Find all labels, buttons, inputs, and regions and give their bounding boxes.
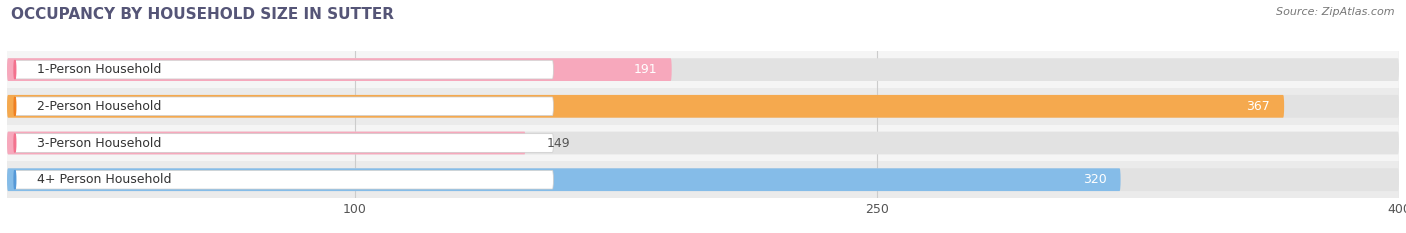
FancyBboxPatch shape (14, 134, 554, 152)
FancyBboxPatch shape (7, 58, 672, 81)
FancyBboxPatch shape (14, 97, 554, 116)
Text: 149: 149 (547, 137, 569, 150)
Text: Source: ZipAtlas.com: Source: ZipAtlas.com (1277, 7, 1395, 17)
FancyBboxPatch shape (7, 95, 1399, 118)
FancyBboxPatch shape (7, 58, 1399, 81)
Text: 3-Person Household: 3-Person Household (37, 137, 162, 150)
Circle shape (14, 60, 15, 79)
FancyBboxPatch shape (7, 168, 1121, 191)
Text: 367: 367 (1247, 100, 1270, 113)
FancyBboxPatch shape (7, 168, 1399, 191)
Text: 320: 320 (1083, 173, 1107, 186)
FancyBboxPatch shape (7, 95, 1284, 118)
Text: 1-Person Household: 1-Person Household (37, 63, 162, 76)
Bar (7, 161, 1399, 198)
Circle shape (14, 97, 15, 116)
Circle shape (14, 170, 15, 189)
Bar (7, 51, 1399, 88)
Bar (7, 125, 1399, 161)
Bar (7, 88, 1399, 125)
FancyBboxPatch shape (7, 132, 1399, 154)
FancyBboxPatch shape (7, 132, 526, 154)
Text: 4+ Person Household: 4+ Person Household (37, 173, 172, 186)
FancyBboxPatch shape (14, 170, 554, 189)
Text: 191: 191 (634, 63, 658, 76)
FancyBboxPatch shape (14, 60, 554, 79)
Text: 2-Person Household: 2-Person Household (37, 100, 162, 113)
Text: OCCUPANCY BY HOUSEHOLD SIZE IN SUTTER: OCCUPANCY BY HOUSEHOLD SIZE IN SUTTER (11, 7, 394, 22)
Circle shape (14, 134, 15, 152)
